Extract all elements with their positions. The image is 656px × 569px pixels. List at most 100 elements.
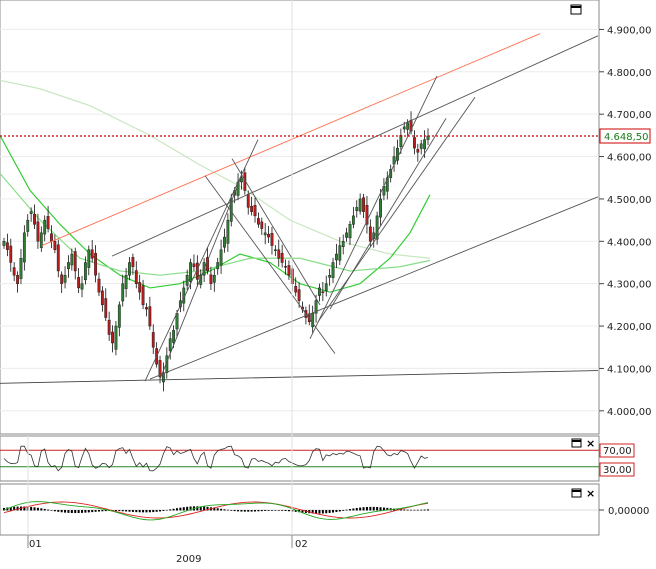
macd-bar [223,509,226,511]
candle-body [158,360,162,378]
macd-bar [427,509,429,511]
macd-bar [226,509,229,511]
candle-body [12,267,16,276]
y-tick-label: 4.300,00 [607,280,652,291]
macd-bar [230,510,233,511]
macd-bar [274,510,277,511]
macd-bar [250,510,253,512]
candle-body [246,194,250,208]
candle-body [56,244,60,272]
macd-bar [33,507,36,511]
trendlines [0,33,599,384]
candle-body [67,262,70,270]
candle-body [226,219,230,244]
macd-bar [406,509,409,511]
macd-bar [16,506,19,511]
candle-body [117,304,121,328]
macd-bar [386,507,389,511]
candle-body [124,275,128,289]
candle-body [36,221,40,242]
candle-body [111,331,114,344]
macd-maximize-icon[interactable] [571,488,582,498]
rsi-panel [0,435,600,482]
candle-body [104,298,108,318]
macd-bar [277,510,280,511]
macd-zero-label: 0,00000 [608,506,649,517]
macd-bar [413,509,416,511]
candle-body [287,265,291,276]
candle-body [379,198,382,218]
macd-bar [328,510,331,513]
trend-g [329,118,447,310]
y-axis: 4.900,00 4.800,00 4.700,00 4.600,00 4.500,00… [599,25,652,418]
candle-body [260,221,264,229]
macd-bar [240,510,243,512]
candle-body [396,147,399,161]
candle-body [73,251,77,272]
candle-body [267,233,270,238]
macd-bar [342,510,345,511]
candle-body [399,135,403,148]
macd-bar [87,510,90,513]
maximize-icon[interactable] [570,4,582,15]
macd-bar [365,506,368,511]
x-tick-label-02: 02 [295,539,308,550]
price-panel [0,0,600,435]
macd-bar [121,510,124,512]
y-tick-label: 4.800,00 [607,68,652,79]
macd-signal-line [3,501,429,519]
candle-body [63,275,67,283]
macd-bar [114,510,117,512]
candle-body [314,300,318,314]
macd-bar [216,508,219,511]
ma-long [0,79,431,259]
candle-body [348,224,352,239]
x-year-label: 2009 [176,554,201,565]
candle-body [324,283,328,292]
candle-body [90,249,94,259]
macd-bar [284,510,287,511]
macd-bar [84,510,87,513]
macd-close-icon[interactable]: × [586,487,595,500]
y-tick-label: 4.400,00 [607,237,652,248]
macd-bar [206,506,209,511]
macd-bar [162,510,165,511]
macd-bar [23,506,26,511]
macd-bar [260,510,263,512]
candle-body [345,232,348,238]
candle-body [209,274,213,284]
macd-bar [287,510,290,512]
macd-bar [311,510,314,514]
macd-bar [220,508,223,511]
macd-bar [318,510,321,514]
trend-a [144,139,259,382]
y-tick-label: 4.900,00 [607,25,652,36]
macd-bar [47,509,50,511]
ma-short [0,135,431,293]
macd-bar [172,508,175,511]
macd-bar [243,510,246,512]
candle-body [33,213,36,225]
trend-b [159,179,241,380]
macd-bar [148,510,151,513]
macd-bar [165,509,168,511]
macd-bar [372,506,375,511]
rsi-maximize-icon[interactable] [571,438,582,448]
macd-bar [60,510,63,513]
candle-body [128,262,131,276]
macd-bar [410,509,413,511]
rsi-70-label: 70,00 [603,446,632,457]
macd-bar [294,510,297,512]
rsi-close-icon[interactable]: × [586,437,595,450]
last-price-label: 4.648,50 [604,132,649,143]
macd-bar [213,507,216,511]
candle-body [39,232,43,248]
candle-body [351,215,355,225]
macd-bar [420,509,423,511]
macd-bar [254,510,257,512]
candle-body [284,266,287,268]
support-flat [0,370,599,384]
candle-body [294,286,298,293]
macd-bar [175,508,178,511]
